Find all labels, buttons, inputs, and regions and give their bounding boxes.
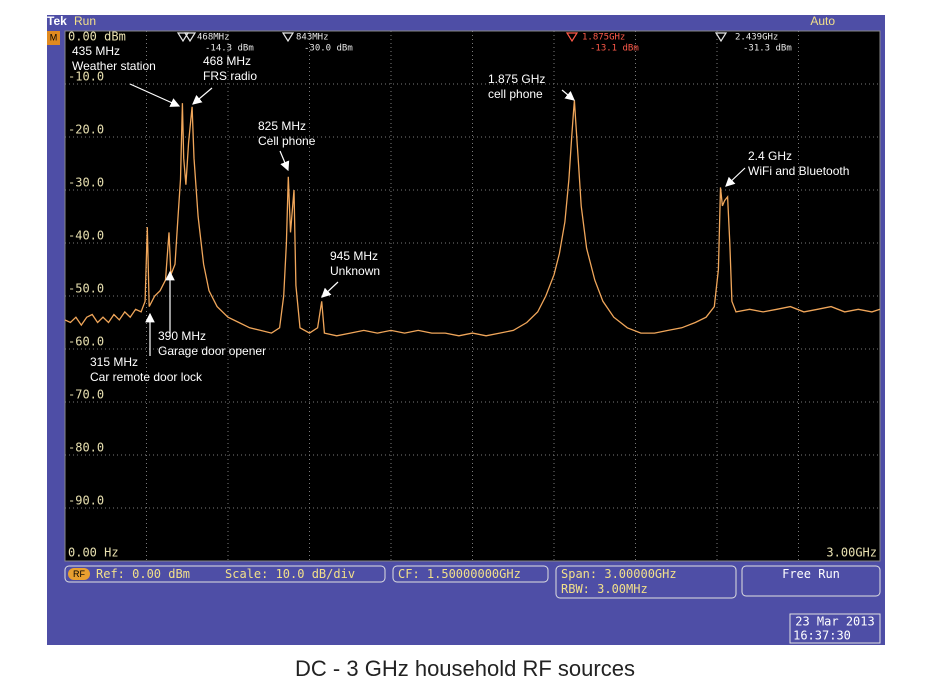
- run-mode[interactable]: Free Run: [782, 567, 840, 581]
- mode-box[interactable]: [741, 565, 881, 597]
- caption: DC - 3 GHz household RF sources: [295, 656, 635, 681]
- annotation-text: 468 MHz: [203, 54, 251, 68]
- annotation-arrow: [192, 87, 213, 105]
- center-frequency: CF: 1.50000000GHz: [398, 567, 521, 581]
- y-tick-label: -30.0: [68, 176, 104, 190]
- annotation-text: 435 MHz: [72, 44, 120, 58]
- annotation-text: Car remote door lock: [90, 370, 203, 384]
- y-tick-label: -40.0: [68, 229, 104, 243]
- rbw: RBW: 3.00MHz: [561, 582, 648, 596]
- annotation-arrow: [129, 83, 181, 107]
- y-tick-label: -10.0: [68, 70, 104, 84]
- ref-level: Ref: 0.00 dBm: [96, 567, 190, 581]
- annotation-text: WiFi and Bluetooth: [748, 164, 849, 178]
- trigger-mode: Auto: [810, 14, 835, 28]
- plot-border: [64, 30, 881, 562]
- y-tick-label: -60.0: [68, 335, 104, 349]
- marker-triangle: [281, 32, 295, 43]
- marker-triangle: [565, 32, 579, 43]
- annotation-text: cell phone: [488, 87, 543, 101]
- marker-triangle: [183, 32, 197, 43]
- annotation-text: Weather station: [72, 59, 156, 73]
- datetime-box: [789, 613, 881, 644]
- annotation-text: 315 MHz: [90, 355, 138, 369]
- annotation-text: Cell phone: [258, 134, 316, 148]
- ref-box: [64, 565, 386, 583]
- date: 23 Mar 2013: [795, 615, 874, 629]
- y-tick-label: -50.0: [68, 282, 104, 296]
- y-tick-label: -90.0: [68, 494, 104, 508]
- annotation-text: 825 MHz: [258, 119, 306, 133]
- span: Span: 3.00000GHz: [561, 567, 677, 581]
- marker-level: -30.0 dBm: [304, 44, 353, 54]
- scale: Scale: 10.0 dB/div: [225, 567, 355, 581]
- annotation-text: 945 MHz: [330, 249, 378, 263]
- x-tick-label: 3.00GHz: [826, 546, 877, 560]
- rf-badge-text: RF: [73, 569, 85, 579]
- annotation-text: 390 MHz: [158, 329, 206, 343]
- marker-level: -13.1 dBm: [590, 44, 639, 54]
- marker-level: -14.3 dBm: [205, 44, 254, 54]
- spectrum-trace: [64, 100, 881, 337]
- marker-frequency: 468MHz: [197, 33, 230, 43]
- annotation-text: Unknown: [330, 264, 380, 278]
- x-tick-label: 0.00 Hz: [68, 546, 119, 560]
- annotation-arrow: [279, 150, 290, 172]
- marker-badge-text: M: [50, 32, 58, 42]
- annotation-text: 2.4 GHz: [748, 149, 792, 163]
- marker-frequency: 1.875GHz: [582, 33, 625, 43]
- rf-badge: [68, 568, 90, 580]
- y-tick-label: -20.0: [68, 123, 104, 137]
- annotation-text: 1.875 GHz: [488, 72, 545, 86]
- span-box: [555, 565, 737, 599]
- annotation-arrow: [321, 281, 339, 298]
- run-state: Run: [74, 14, 96, 28]
- marker-badge: [47, 31, 60, 45]
- annotation-arrow: [725, 167, 746, 187]
- cf-box: [392, 565, 549, 583]
- marker-frequency: 843MHz: [296, 33, 329, 43]
- annotation-text: Garage door opener: [158, 344, 266, 358]
- marker-level: -31.3 dBm: [743, 44, 792, 54]
- annotation-text: FRS radio: [203, 69, 257, 83]
- time: 16:37:30: [793, 629, 851, 643]
- brand: Tek: [47, 14, 67, 28]
- y-tick-label: -70.0: [68, 388, 104, 402]
- y-tick-label: 0.00 dBm: [68, 30, 126, 44]
- y-tick-label: -80.0: [68, 441, 104, 455]
- marker-triangle: [714, 32, 728, 43]
- marker-frequency: 2.439GHz: [735, 33, 778, 43]
- marker-triangle: [176, 32, 190, 43]
- annotation-arrow: [561, 89, 575, 101]
